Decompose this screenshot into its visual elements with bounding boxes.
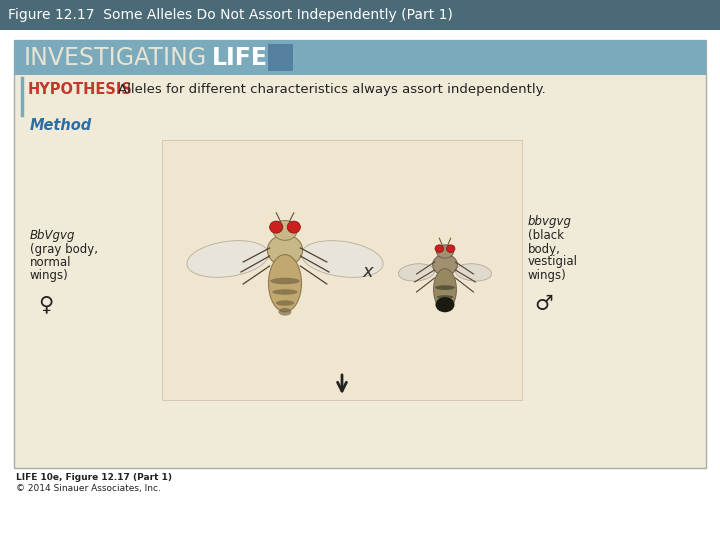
Ellipse shape [269,254,302,312]
Ellipse shape [398,264,434,281]
Ellipse shape [301,241,383,278]
Text: body,: body, [528,242,561,255]
Ellipse shape [272,289,297,295]
Ellipse shape [187,241,269,278]
Ellipse shape [273,220,297,240]
Ellipse shape [433,268,456,310]
FancyBboxPatch shape [14,40,706,468]
Text: HYPOTHESIS: HYPOTHESIS [28,83,133,98]
FancyBboxPatch shape [268,44,293,71]
Ellipse shape [436,245,454,258]
Text: vestigial: vestigial [528,255,578,268]
Ellipse shape [279,308,292,316]
FancyBboxPatch shape [162,140,522,400]
Text: bbvgvg: bbvgvg [528,215,572,228]
FancyBboxPatch shape [14,40,706,75]
Text: Figure 12.17  Some Alleles Do Not Assort Independently (Part 1): Figure 12.17 Some Alleles Do Not Assort … [8,8,453,22]
Text: x: x [363,263,373,281]
Text: © 2014 Sinauer Associates, Inc.: © 2014 Sinauer Associates, Inc. [16,484,161,494]
Text: LIFE 10e, Figure 12.17 (Part 1): LIFE 10e, Figure 12.17 (Part 1) [16,474,172,483]
Ellipse shape [435,245,444,252]
Ellipse shape [433,254,457,275]
Ellipse shape [270,278,300,284]
Ellipse shape [456,264,492,281]
Text: ♂: ♂ [534,294,553,314]
Text: BbVgvg: BbVgvg [30,228,76,241]
Ellipse shape [435,285,455,290]
Text: INVESTIGATING: INVESTIGATING [24,46,207,70]
Ellipse shape [269,221,283,233]
FancyBboxPatch shape [0,0,720,30]
Text: wings): wings) [528,268,567,281]
Ellipse shape [287,221,300,233]
Text: (black: (black [528,230,564,242]
Text: normal: normal [30,255,71,268]
Ellipse shape [446,245,455,252]
Text: wings): wings) [30,268,68,281]
Text: ♀: ♀ [38,294,53,314]
Text: Method: Method [30,118,92,132]
Ellipse shape [276,300,294,306]
Ellipse shape [436,297,454,312]
Ellipse shape [438,303,451,307]
Ellipse shape [436,295,454,299]
Text: LIFE: LIFE [212,46,268,70]
Text: Alleles for different characteristics always assort independently.: Alleles for different characteristics al… [118,84,546,97]
Ellipse shape [267,235,302,266]
Text: (gray body,: (gray body, [30,242,98,255]
